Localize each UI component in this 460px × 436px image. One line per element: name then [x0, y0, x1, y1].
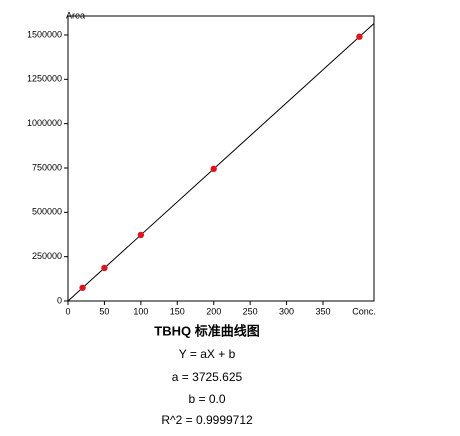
x-tick-label: 50	[99, 306, 109, 316]
data-point	[356, 33, 363, 40]
y-tick-label: 1250000	[27, 74, 62, 84]
equation: Y = aX + b	[179, 347, 236, 361]
y-tick-label: 500000	[32, 207, 62, 217]
y-axis-label: Area	[66, 10, 85, 20]
coefficient-a: a = 3725.625	[172, 370, 243, 384]
data-point	[79, 284, 86, 291]
x-tick-label: 150	[170, 306, 185, 316]
x-tick-label: 300	[279, 306, 294, 316]
y-tick-label: 250000	[32, 251, 62, 261]
plot-frame	[67, 15, 375, 302]
y-tick-label: 1500000	[27, 29, 62, 39]
x-tick-label: 0	[65, 306, 70, 316]
x-tick-label: 100	[133, 306, 148, 316]
fit-line	[67, 23, 375, 302]
y-tick-label: 750000	[32, 162, 62, 172]
r-squared: R^2 = 0.9999712	[161, 413, 253, 427]
coefficient-b: b = 0.0	[188, 392, 225, 406]
y-tick-label: 0	[57, 295, 62, 305]
data-point	[210, 165, 217, 173]
data-point	[101, 264, 108, 272]
x-tick-label: 250	[243, 306, 258, 316]
x-tick-label: 350	[315, 306, 330, 316]
x-axis-label: Conc.	[352, 306, 376, 316]
x-tick-label: 200	[206, 306, 221, 316]
chart-title: TBHQ 标准曲线图	[154, 323, 259, 338]
data-point	[137, 231, 145, 239]
y-tick-label: 1000000	[27, 118, 62, 128]
